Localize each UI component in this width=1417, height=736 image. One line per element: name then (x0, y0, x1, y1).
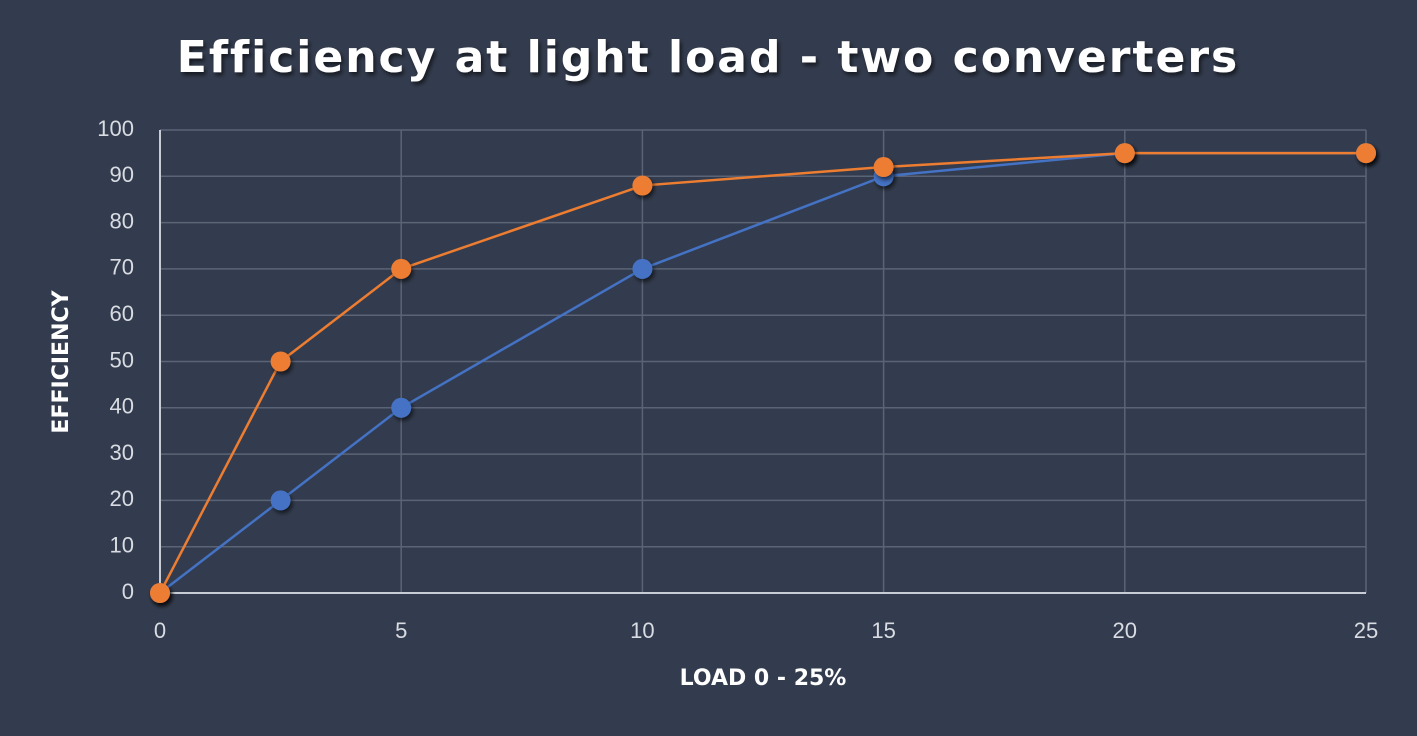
data-point (270, 490, 291, 511)
data-point (1356, 143, 1376, 164)
y-tick-label: 20 (110, 486, 134, 511)
data-point (150, 583, 170, 603)
y-tick-label: 50 (110, 347, 134, 372)
y-tick-label: 30 (110, 440, 134, 465)
y-tick-label: 100 (97, 116, 134, 141)
chart-title: Efficiency at light load - two converter… (177, 32, 1239, 83)
data-point (632, 258, 653, 279)
x-tick-label: 5 (395, 618, 407, 643)
x-tick-label: 20 (1113, 618, 1137, 643)
x-axis-label: LOAD 0 - 25% (680, 666, 847, 691)
data-point (391, 258, 412, 279)
y-tick-label: 10 (110, 533, 134, 558)
x-tick-label: 15 (871, 618, 895, 643)
y-tick-label: 70 (110, 255, 134, 280)
y-tick-label: 90 (110, 162, 134, 187)
x-tick-label: 25 (1354, 618, 1378, 643)
data-point (873, 157, 894, 178)
data-point (270, 351, 291, 372)
y-tick-label: 40 (110, 394, 134, 419)
data-point (1114, 143, 1135, 164)
data-point (632, 175, 653, 196)
x-tick-label: 10 (630, 618, 654, 643)
y-tick-label: 60 (110, 301, 134, 326)
y-axis-label: EFFICIENCY (49, 289, 74, 433)
x-tick-label: 0 (154, 618, 166, 643)
data-point (391, 397, 412, 418)
y-tick-label: 80 (110, 208, 134, 233)
y-tick-label: 0 (122, 579, 134, 604)
